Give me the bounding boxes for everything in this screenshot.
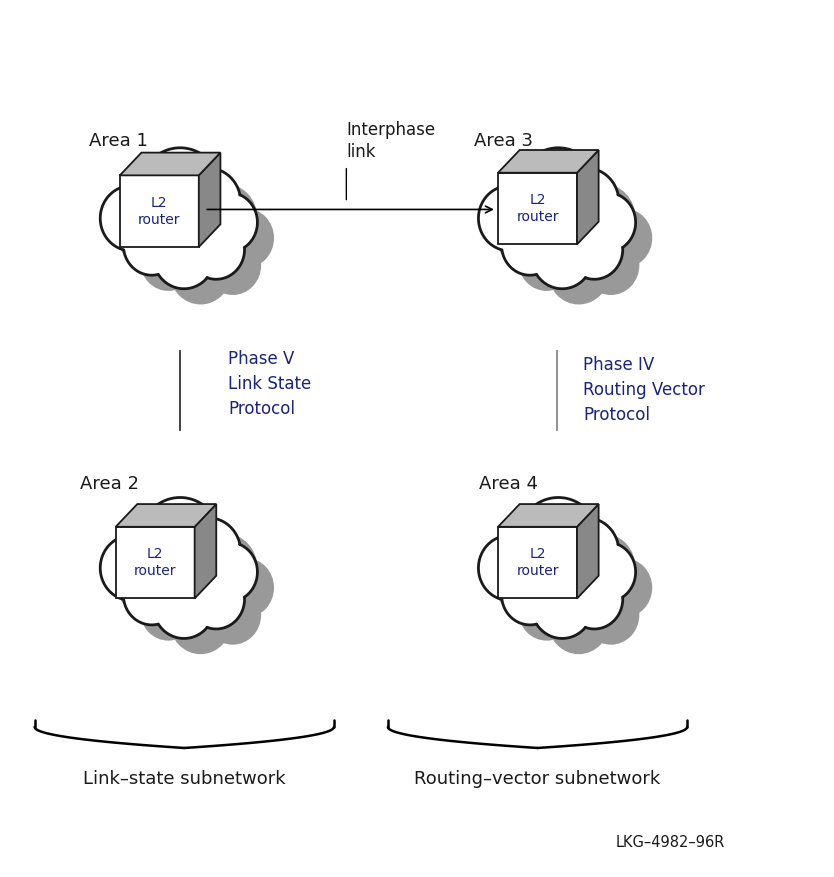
Text: Routing–vector subnetwork: Routing–vector subnetwork [414, 771, 661, 788]
Circle shape [218, 208, 274, 267]
Text: Phase V
Link State
Protocol: Phase V Link State Protocol [229, 350, 312, 418]
Circle shape [155, 163, 238, 250]
Circle shape [479, 186, 540, 251]
Text: L2
router: L2 router [516, 193, 559, 225]
Text: L2
router: L2 router [516, 547, 559, 578]
Polygon shape [116, 504, 216, 527]
Polygon shape [577, 150, 599, 245]
Circle shape [495, 551, 557, 617]
Circle shape [595, 558, 652, 617]
Circle shape [169, 239, 232, 304]
Circle shape [571, 184, 636, 252]
Circle shape [140, 581, 197, 640]
Circle shape [555, 168, 619, 236]
Circle shape [595, 208, 652, 267]
Polygon shape [116, 527, 194, 598]
Circle shape [121, 160, 188, 231]
Circle shape [499, 160, 566, 231]
Circle shape [518, 581, 575, 640]
Circle shape [204, 585, 261, 645]
Circle shape [155, 513, 238, 600]
Circle shape [117, 551, 178, 617]
Circle shape [138, 175, 204, 246]
Text: Area 4: Area 4 [480, 475, 538, 493]
Polygon shape [120, 153, 220, 175]
Text: Area 2: Area 2 [80, 475, 139, 493]
Circle shape [100, 536, 162, 601]
Text: Area 3: Area 3 [474, 132, 533, 150]
Circle shape [100, 186, 162, 251]
Polygon shape [198, 153, 220, 247]
Circle shape [176, 168, 241, 236]
Circle shape [218, 558, 274, 617]
Circle shape [501, 566, 558, 625]
Circle shape [517, 497, 600, 584]
Circle shape [518, 232, 575, 291]
Circle shape [121, 510, 188, 581]
Circle shape [583, 585, 640, 645]
Text: Area 1: Area 1 [88, 132, 148, 150]
Polygon shape [194, 504, 216, 598]
Circle shape [531, 224, 593, 289]
Circle shape [566, 569, 623, 629]
Text: Link–state subnetwork: Link–state subnetwork [83, 771, 285, 788]
Polygon shape [498, 527, 577, 598]
Circle shape [153, 574, 215, 638]
Circle shape [579, 193, 636, 253]
Circle shape [201, 542, 258, 602]
Circle shape [201, 193, 258, 253]
Circle shape [583, 235, 640, 295]
Circle shape [531, 574, 593, 638]
Circle shape [515, 175, 583, 246]
Polygon shape [577, 504, 599, 598]
Circle shape [534, 513, 616, 600]
Circle shape [566, 219, 623, 279]
Circle shape [193, 184, 257, 252]
Circle shape [515, 525, 583, 595]
Text: Phase IV
Routing Vector
Protocol: Phase IV Routing Vector Protocol [583, 356, 705, 424]
Circle shape [139, 148, 221, 234]
Polygon shape [120, 175, 198, 247]
Circle shape [479, 536, 540, 601]
Circle shape [579, 542, 636, 602]
Circle shape [204, 235, 261, 295]
Text: Interphase
link: Interphase link [346, 121, 435, 161]
Polygon shape [498, 173, 577, 245]
Circle shape [188, 569, 244, 629]
Circle shape [139, 497, 221, 584]
Circle shape [153, 224, 215, 289]
Circle shape [548, 239, 610, 304]
Circle shape [188, 219, 244, 279]
Circle shape [571, 533, 636, 602]
Circle shape [499, 510, 566, 581]
Circle shape [495, 202, 557, 267]
Polygon shape [498, 504, 599, 527]
Circle shape [501, 216, 558, 275]
Circle shape [138, 525, 204, 595]
Circle shape [534, 163, 616, 250]
Circle shape [176, 517, 241, 586]
Circle shape [140, 232, 197, 291]
Circle shape [169, 589, 232, 654]
Circle shape [117, 202, 178, 267]
Text: L2
router: L2 router [138, 196, 181, 227]
Polygon shape [498, 150, 599, 173]
Circle shape [123, 566, 180, 625]
Circle shape [123, 216, 180, 275]
Text: LKG–4982–96R: LKG–4982–96R [615, 835, 725, 850]
Circle shape [193, 533, 257, 602]
Circle shape [548, 589, 610, 654]
Circle shape [555, 517, 619, 586]
Circle shape [517, 148, 600, 234]
Text: L2
router: L2 router [134, 547, 177, 578]
